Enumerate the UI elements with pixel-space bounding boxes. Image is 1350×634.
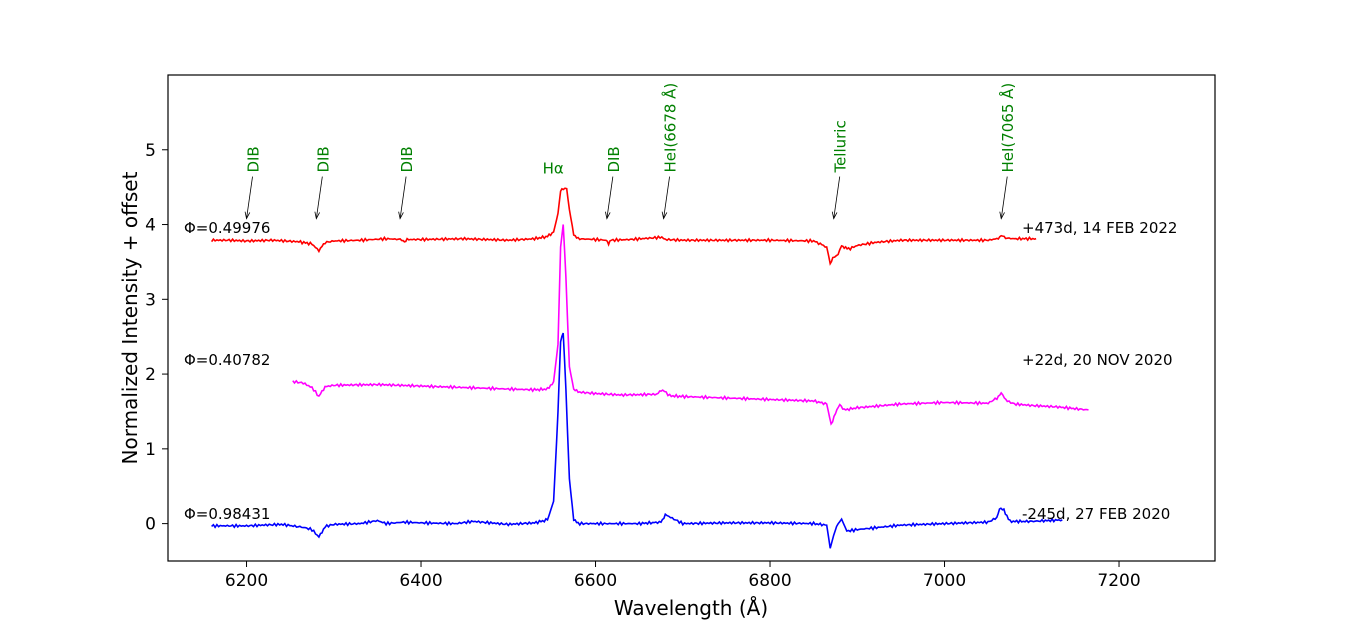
epoch-label: +22d, 20 NOV 2020: [1022, 351, 1173, 369]
y-tick-label: 3: [145, 290, 156, 310]
spectrum-line-1: [210, 187, 1037, 266]
annotation-arrow: [1000, 176, 1008, 219]
annotation-label: DIB: [314, 146, 332, 172]
annotation-arrow: [833, 176, 841, 219]
spectrum-line-2: [292, 224, 1089, 426]
annotation-arrowhead: [831, 211, 838, 220]
phase-label: Φ=0.98431: [184, 505, 270, 523]
x-tick-label: 7000: [923, 571, 966, 591]
x-axis-label: Wavelength (Å): [614, 596, 768, 620]
x-tick-label: 6600: [574, 571, 617, 591]
annotation-label: DIB: [245, 146, 263, 172]
x-tick-label: 6800: [748, 571, 791, 591]
y-tick-label: 1: [145, 440, 156, 460]
annotation-label: Hα: [543, 159, 564, 177]
y-tick-label: 5: [145, 141, 156, 161]
annotation-arrowhead: [999, 211, 1005, 220]
annotation-arrow: [315, 176, 323, 219]
spectrum-label-layer: Φ=0.49976 +473d, 14 FEB 2022 Φ=0.40782 +22d…: [184, 219, 1177, 523]
spectrum-line-3: [211, 332, 1063, 549]
annotation-label: HeI(6678 Å): [661, 83, 680, 173]
annotation-label: DIB: [398, 146, 416, 172]
phase-label: Φ=0.40782: [184, 351, 270, 369]
x-axis: 6200 6400 6600 6800 7000 7200: [225, 561, 1141, 591]
x-tick-label: 7200: [1097, 571, 1140, 591]
annotation-arrowhead: [314, 211, 320, 220]
y-axis-label: Normalized Intensity + offset: [118, 171, 142, 464]
annotation-arrow: [663, 176, 670, 219]
annotation-layer: DIB DIB DIB Hα DIB HeI(6678 Å) Telluric HeI(706…: [244, 83, 1017, 220]
annotation-label: Telluric: [832, 120, 850, 173]
x-tick-label: 6400: [399, 571, 442, 591]
series-layer: [210, 187, 1089, 549]
annotation-arrowhead: [605, 211, 611, 220]
y-axis: 0 1 2 3 4 5: [145, 141, 168, 535]
annotation-arrow: [246, 176, 253, 219]
annotation-arrowhead: [244, 211, 251, 220]
annotation-arrow: [399, 176, 407, 219]
epoch-label: +473d, 14 FEB 2022: [1022, 219, 1177, 237]
x-tick-label: 6200: [225, 571, 268, 591]
phase-label: Φ=0.49976: [184, 219, 270, 237]
annotation-label: DIB: [605, 146, 623, 172]
plot-frame: [167, 74, 1216, 562]
annotation-arrowhead: [661, 211, 668, 220]
y-tick-label: 2: [145, 365, 156, 385]
y-tick-label: 4: [145, 216, 156, 236]
annotation-arrow: [606, 176, 614, 219]
epoch-label: -245d, 27 FEB 2020: [1022, 505, 1170, 523]
y-tick-label: 0: [145, 515, 156, 535]
annotation-label: HeI(7065 Å): [998, 83, 1017, 173]
annotation-arrowhead: [398, 211, 404, 220]
